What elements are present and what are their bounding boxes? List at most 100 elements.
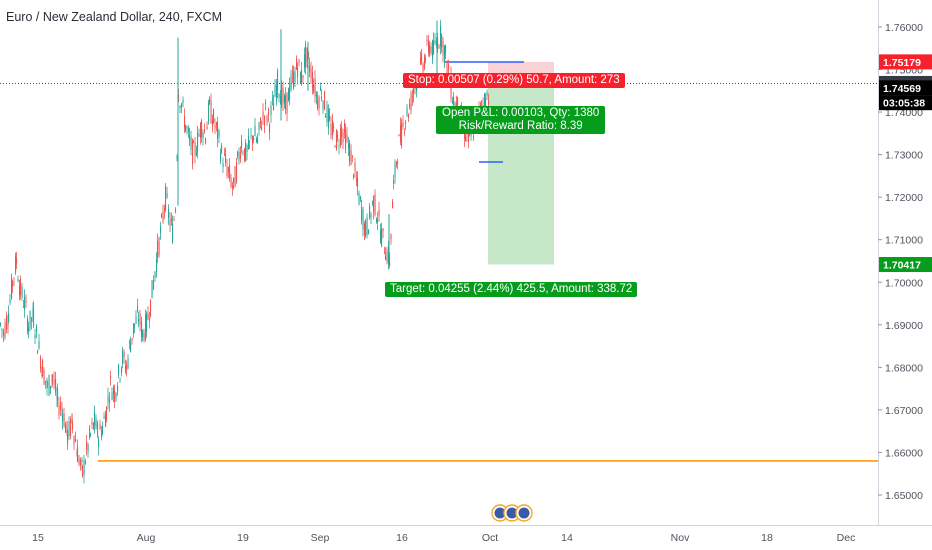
candle-body	[176, 156, 178, 158]
candle-body	[425, 59, 427, 61]
pnl-label: Open P&L: 0.00103, Qty: 1380 Risk/Reward…	[436, 106, 606, 134]
candle-body	[328, 109, 330, 129]
candle-body	[157, 240, 159, 258]
candle-body	[217, 122, 219, 140]
candle-body	[332, 119, 334, 136]
candle-body	[21, 286, 23, 298]
candle-body	[45, 380, 47, 383]
candle-body	[406, 107, 408, 116]
candle-body	[82, 465, 84, 476]
candle-body	[94, 411, 96, 426]
candle-body	[364, 223, 366, 236]
candle-body	[285, 95, 287, 110]
candle-body	[248, 135, 250, 149]
candle-body	[122, 350, 124, 364]
candle-body	[386, 250, 388, 262]
candle-body	[297, 67, 299, 78]
candle-body	[238, 152, 240, 161]
candle-body	[329, 116, 331, 120]
candle-body	[284, 95, 286, 104]
candle-body	[55, 379, 57, 393]
candle-body	[153, 280, 155, 290]
candle-body	[133, 323, 135, 334]
candle-body	[302, 75, 304, 78]
candle-body	[289, 83, 291, 100]
candle-body	[38, 341, 40, 349]
candle-body	[380, 230, 382, 243]
candle-body	[341, 127, 343, 137]
candle-body	[98, 439, 100, 447]
candle-body	[412, 96, 414, 98]
candle-body	[288, 88, 290, 102]
candle-body	[265, 102, 267, 104]
candle-body	[221, 145, 223, 153]
candle-body	[290, 76, 292, 90]
candle-body	[330, 124, 332, 136]
candle-body	[432, 40, 434, 60]
candle-body	[113, 387, 115, 395]
candle-body	[29, 310, 31, 329]
candle-body	[216, 122, 218, 126]
candle-body	[394, 162, 396, 178]
candle-body	[362, 209, 364, 231]
candle-body	[358, 192, 360, 205]
candle-body	[313, 85, 315, 92]
candle-body	[404, 131, 406, 133]
candle-body	[118, 364, 120, 376]
x-tick-label: 16	[396, 532, 408, 544]
candle-body	[65, 424, 67, 433]
candle-body	[75, 439, 77, 442]
candle-body	[208, 102, 210, 122]
candle-body	[40, 357, 42, 369]
candle-body	[80, 459, 82, 466]
candle-body	[19, 285, 21, 295]
candle-body	[196, 152, 198, 156]
candle-body	[409, 103, 411, 108]
candle-body	[119, 378, 121, 381]
price-label-bg	[879, 80, 932, 96]
candle-body	[151, 280, 153, 299]
candle-body	[452, 101, 454, 104]
candle-body	[282, 87, 284, 104]
candle-body	[278, 94, 280, 98]
candle-body	[322, 101, 324, 110]
candle-body	[193, 142, 195, 144]
candle-body	[51, 378, 53, 381]
y-tick-label: 1.71000	[885, 235, 923, 247]
candle-body	[242, 153, 244, 155]
candle-body	[325, 115, 327, 118]
candle-body	[402, 122, 404, 127]
price-label: 03:05:38	[883, 98, 925, 110]
candle-body	[89, 427, 91, 437]
candle-body	[256, 138, 258, 142]
candle-body	[298, 59, 300, 63]
candle-body	[390, 234, 392, 240]
candle-body	[446, 61, 448, 75]
candle-body	[258, 122, 260, 131]
candle-body	[3, 331, 5, 336]
candle-body	[392, 201, 394, 209]
candle-body	[192, 139, 194, 165]
candle-body	[262, 111, 264, 118]
candle-body	[272, 97, 274, 99]
candle-body	[334, 146, 336, 148]
event-flag-icon	[518, 507, 530, 519]
candle-body	[488, 100, 490, 104]
price-label-bg	[879, 95, 932, 111]
candle-body	[361, 207, 363, 221]
candle-body	[244, 148, 246, 161]
candle-body	[301, 69, 303, 85]
candle-body	[318, 96, 320, 109]
candle-body	[350, 150, 352, 166]
candle-body	[101, 429, 103, 438]
x-tick-label: Sep	[311, 532, 330, 544]
candle-body	[150, 299, 152, 317]
candle-body	[266, 116, 268, 123]
x-tick-label: Nov	[671, 532, 690, 544]
candle-body	[276, 85, 278, 101]
candle-body	[213, 109, 215, 123]
candle-body	[338, 145, 340, 147]
candle-body	[12, 281, 14, 287]
candle-body	[365, 220, 367, 236]
